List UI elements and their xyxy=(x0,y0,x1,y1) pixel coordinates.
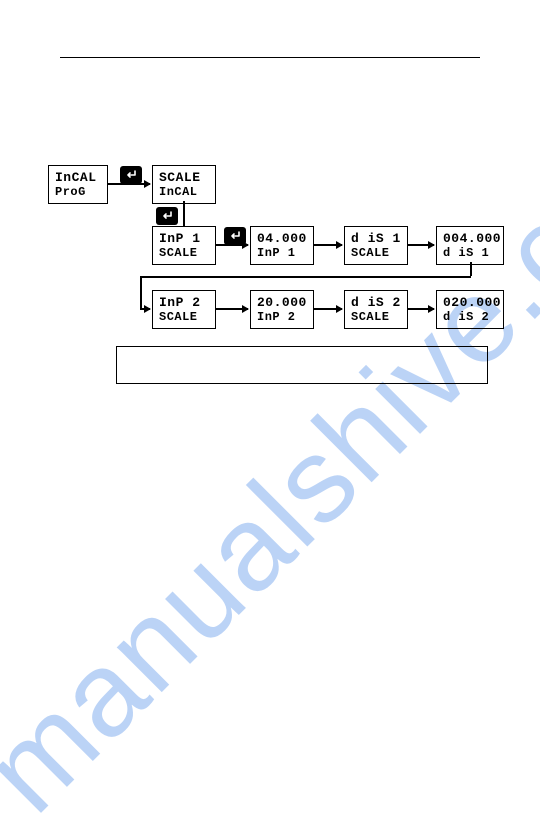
node-20000-inp2: 20.000 InP 2 xyxy=(250,290,314,329)
node-scale-incal: SCALE InCAL xyxy=(152,165,216,204)
node-label-top: InP 2 xyxy=(159,295,209,310)
node-label-bot: d iS 2 xyxy=(443,310,497,324)
node-label-bot: SCALE xyxy=(159,246,209,260)
node-label-bot: SCALE xyxy=(159,310,209,324)
node-label-top: SCALE xyxy=(159,170,209,185)
node-label-top: InP 1 xyxy=(159,231,209,246)
node-label-bot: d iS 1 xyxy=(443,246,497,260)
node-label-top: d iS 1 xyxy=(351,231,401,246)
node-label-top: 020.000 xyxy=(443,295,497,310)
node-incal-prog: InCAL ProG xyxy=(48,165,108,204)
connector-v xyxy=(470,262,472,276)
arrow-h xyxy=(108,183,150,185)
node-label-bot: SCALE xyxy=(351,310,401,324)
node-dis1-scale: d iS 1 SCALE xyxy=(344,226,408,265)
node-label-top: 04.000 xyxy=(257,231,307,246)
enter-icon xyxy=(120,166,142,184)
node-label-bot: ProG xyxy=(55,185,101,199)
arrow-h xyxy=(314,308,342,310)
arrow-h xyxy=(408,244,434,246)
arrow-h xyxy=(216,244,248,246)
connector-v xyxy=(183,201,185,226)
node-dis2-scale: d iS 2 SCALE xyxy=(344,290,408,329)
node-label-bot: InP 2 xyxy=(257,310,307,324)
node-label-bot: InCAL xyxy=(159,185,209,199)
node-label-top: 004.000 xyxy=(443,231,497,246)
node-label-top: d iS 2 xyxy=(351,295,401,310)
arrow-h xyxy=(314,244,342,246)
node-020000-dis2: 020.000 d iS 2 xyxy=(436,290,504,329)
arrow-h xyxy=(216,308,248,310)
connector-h xyxy=(140,276,471,278)
node-04000-inp1: 04.000 InP 1 xyxy=(250,226,314,265)
node-inp1-scale: InP 1 SCALE xyxy=(152,226,216,265)
node-label-top: InCAL xyxy=(55,170,101,185)
node-inp2-scale: InP 2 SCALE xyxy=(152,290,216,329)
enter-icon xyxy=(156,207,178,225)
node-label-bot: SCALE xyxy=(351,246,401,260)
node-004000-dis1: 004.000 d iS 1 xyxy=(436,226,504,265)
top-divider xyxy=(60,57,480,58)
arrow-h xyxy=(140,308,150,310)
empty-box xyxy=(116,346,488,384)
connector-v xyxy=(140,276,142,308)
node-label-bot: InP 1 xyxy=(257,246,307,260)
arrow-h xyxy=(408,308,434,310)
node-label-top: 20.000 xyxy=(257,295,307,310)
